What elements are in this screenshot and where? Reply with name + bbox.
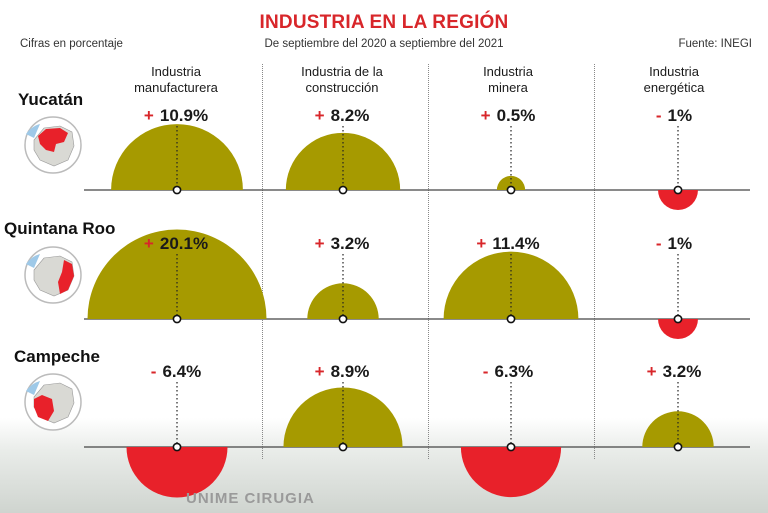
col-header-construccion: Industria de la construcción bbox=[301, 64, 383, 95]
value-label: +8.9% bbox=[314, 362, 370, 381]
column-divider bbox=[262, 64, 263, 459]
column-divider bbox=[428, 64, 429, 459]
bubble-campeche-0 bbox=[126, 447, 228, 498]
col-header-minera: Industria minera bbox=[483, 64, 533, 95]
anchor-dot bbox=[338, 314, 348, 324]
value-label: +10.9% bbox=[143, 106, 209, 125]
yucatan-map-icon bbox=[24, 116, 82, 174]
value-label: +0.5% bbox=[480, 106, 536, 125]
column-divider bbox=[594, 64, 595, 459]
anchor-dot bbox=[673, 185, 683, 195]
bubble-yucatán-3 bbox=[658, 190, 698, 210]
anchor-dot bbox=[172, 314, 182, 324]
anchor-dot bbox=[338, 442, 348, 452]
chart-title: INDUSTRIA EN LA REGIÓN bbox=[259, 12, 509, 33]
anchor-dot bbox=[172, 185, 182, 195]
date-range: De septiembre del 2020 a septiembre del … bbox=[264, 38, 504, 50]
value-label: +3.2% bbox=[646, 362, 702, 381]
anchor-dot bbox=[506, 314, 516, 324]
value-label: -6.4% bbox=[150, 362, 202, 381]
anchor-dot bbox=[673, 442, 683, 452]
photo-sign-text: UNIME CIRUGIA bbox=[186, 490, 315, 507]
value-label: +11.4% bbox=[476, 234, 540, 253]
bubble-yucatán-1 bbox=[285, 132, 401, 190]
bubble-campeche-3 bbox=[642, 411, 714, 447]
state-name-campeche: Campeche bbox=[14, 347, 100, 366]
bubble-quintana-roo-1 bbox=[307, 283, 379, 319]
value-label: -1% bbox=[655, 106, 693, 125]
bubble-campeche-2 bbox=[460, 447, 562, 498]
bubble-yucatán-0 bbox=[111, 124, 243, 190]
state-name-yucatan: Yucatán bbox=[18, 90, 84, 109]
anchor-dot bbox=[673, 314, 683, 324]
value-label: -6.3% bbox=[482, 362, 534, 381]
value-label: +8.2% bbox=[314, 106, 370, 125]
units-note: Cifras en porcentaje bbox=[20, 38, 123, 50]
campeche-map-icon bbox=[24, 373, 82, 431]
bubble-quintana-roo-3 bbox=[658, 319, 698, 339]
bubble-campeche-1 bbox=[283, 387, 403, 447]
quintana-roo-map-icon bbox=[24, 246, 82, 304]
anchor-dot bbox=[506, 442, 516, 452]
col-header-energetica: Industria energética bbox=[643, 64, 705, 95]
state-name-quintana-roo: Quintana Roo bbox=[4, 219, 116, 238]
value-label: +3.2% bbox=[314, 234, 370, 253]
value-label: +20.1% bbox=[143, 234, 209, 253]
col-header-manufacturera: Industria manufacturera bbox=[134, 64, 218, 95]
anchor-dot bbox=[506, 185, 516, 195]
source-note: Fuente: INEGI bbox=[678, 38, 752, 50]
anchor-dot bbox=[338, 185, 348, 195]
anchor-dot bbox=[172, 442, 182, 452]
value-label: -1% bbox=[655, 234, 693, 253]
bubble-quintana-roo-2 bbox=[443, 251, 579, 319]
